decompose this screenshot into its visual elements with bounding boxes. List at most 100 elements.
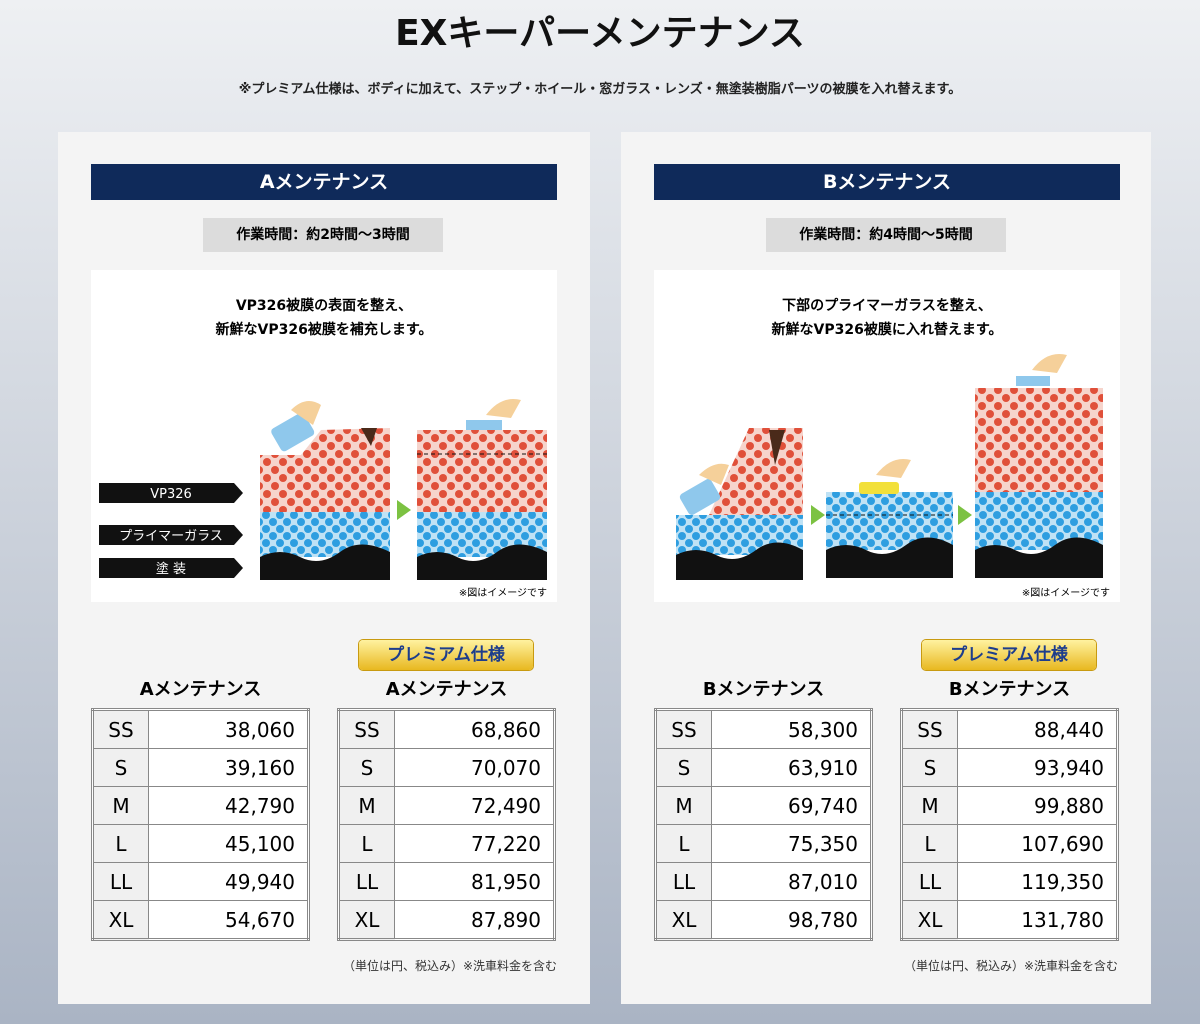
price-table: SS 88,440 S 93,940 M 99,880 L 107,690 LL 119,350 X… (900, 708, 1119, 941)
caption: 下部のプライマーガラスを整え、 (782, 297, 992, 314)
row: L 75,350 (655, 824, 872, 863)
time: 作業時間：約2時間〜3時間 (203, 218, 443, 252)
layer-label: VP326 (150, 487, 192, 502)
size: L (901, 824, 958, 863)
price: 72,490 (394, 786, 555, 825)
price: 131,780 (957, 900, 1118, 940)
size: LL (92, 862, 149, 901)
row: S 39,160 (92, 748, 309, 787)
diagram-note: ※図はイメージです (459, 587, 547, 599)
price: 93,940 (957, 748, 1118, 787)
size: M (338, 786, 395, 825)
time: 作業時間：約4時間〜5時間 (766, 218, 1006, 252)
price-table: SS 68,860 S 70,070 M 72,490 L 77,220 LL 81,950 XL 8… (337, 708, 556, 941)
price: 45,100 (148, 824, 309, 863)
row: S 93,940 (901, 748, 1118, 787)
table-title: Aメンテナンス (139, 679, 262, 700)
row: XL 87,890 (338, 900, 555, 940)
panel: Bメンテナンス 作業時間：約4時間〜5時間 下部のプライマーガラスを整え、 新鮮… (621, 132, 1151, 1004)
price: 69,740 (711, 786, 872, 825)
size: LL (901, 862, 958, 901)
size: L (655, 824, 712, 863)
table-title: Bメンテナンス (948, 679, 1071, 700)
row: L 77,220 (338, 824, 555, 863)
table-title: Aメンテナンス (385, 679, 508, 700)
price: 49,940 (148, 862, 309, 901)
row: L 107,690 (901, 824, 1118, 863)
row: M 42,790 (92, 786, 309, 825)
diagram: VP326被膜の表面を整え、 新鮮なVP326被膜を補充します。 VP326 プ… (91, 270, 557, 602)
size: SS (338, 709, 395, 749)
row: SS 58,300 (655, 709, 872, 749)
size: LL (655, 862, 712, 901)
size: SS (901, 709, 958, 749)
price: 38,060 (148, 709, 309, 749)
size: M (92, 786, 149, 825)
row: SS 38,060 (92, 709, 309, 749)
row: S 70,070 (338, 748, 555, 787)
size: L (338, 824, 395, 863)
row: LL 87,010 (655, 862, 872, 901)
row: XL 54,670 (92, 900, 309, 940)
price: 81,950 (394, 862, 555, 901)
size: S (901, 748, 958, 787)
row: L 45,100 (92, 824, 309, 863)
row: SS 88,440 (901, 709, 1118, 749)
size: M (901, 786, 958, 825)
price: 70,070 (394, 748, 555, 787)
size: SS (92, 709, 149, 749)
caption: VP326被膜の表面を整え、 (236, 297, 412, 314)
layer-label: 塗 装 (156, 561, 186, 577)
price: 58,300 (711, 709, 872, 749)
size: S (655, 748, 712, 787)
heading: Aメンテナンス (91, 164, 557, 200)
row: XL 131,780 (901, 900, 1118, 940)
price: 54,670 (148, 900, 309, 940)
note: ※プレミアム仕様は、ボディに加えて、ステップ・ホイール・窓ガラス・レンズ・無塗装… (238, 82, 962, 97)
caption: 新鮮なVP326被膜に入れ替えます。 (772, 321, 1003, 338)
row: LL 49,940 (92, 862, 309, 901)
size: L (92, 824, 149, 863)
size: LL (338, 862, 395, 901)
price: 87,890 (394, 900, 555, 940)
row: LL 81,950 (338, 862, 555, 901)
premium-badge: プレミアム仕様 (359, 640, 533, 670)
price: 63,910 (711, 748, 872, 787)
size: SS (655, 709, 712, 749)
size: XL (92, 900, 149, 940)
price: 119,350 (957, 862, 1118, 901)
price: 68,860 (394, 709, 555, 749)
title: EXキーパーメンテナンス (395, 13, 805, 54)
price: 107,690 (957, 824, 1118, 863)
caption: 新鮮なVP326被膜を補充します。 (216, 321, 433, 338)
row: M 99,880 (901, 786, 1118, 825)
size: XL (901, 900, 958, 940)
price: 87,010 (711, 862, 872, 901)
row: SS 68,860 (338, 709, 555, 749)
row: M 72,490 (338, 786, 555, 825)
price: 98,780 (711, 900, 872, 940)
price: 99,880 (957, 786, 1118, 825)
heading: Bメンテナンス (654, 164, 1120, 200)
size: M (655, 786, 712, 825)
size: XL (655, 900, 712, 940)
size: XL (338, 900, 395, 940)
price: 75,350 (711, 824, 872, 863)
size: S (338, 748, 395, 787)
price: 39,160 (148, 748, 309, 787)
premium-badge: プレミアム仕様 (922, 640, 1096, 670)
price: 77,220 (394, 824, 555, 863)
diagram: 下部のプライマーガラスを整え、 新鮮なVP326被膜に入れ替えます。 ※図はイメ… (654, 270, 1120, 602)
row: M 69,740 (655, 786, 872, 825)
row: S 63,910 (655, 748, 872, 787)
price: 42,790 (148, 786, 309, 825)
unit-note: （単位は円、税込み）※洗車料金を含む (903, 959, 1118, 973)
diagram-note: ※図はイメージです (1022, 587, 1110, 599)
panel: Aメンテナンス 作業時間：約2時間〜3時間 VP326被膜の表面を整え、 新鮮な… (58, 132, 590, 1004)
table-title: Bメンテナンス (702, 679, 825, 700)
unit-note: （単位は円、税込み）※洗車料金を含む (342, 959, 557, 973)
price-table: SS 58,300 S 63,910 M 69,740 L 75,350 LL 87,010 XL 9… (654, 708, 873, 941)
size: S (92, 748, 149, 787)
layer-label: プライマーガラス (119, 529, 223, 544)
